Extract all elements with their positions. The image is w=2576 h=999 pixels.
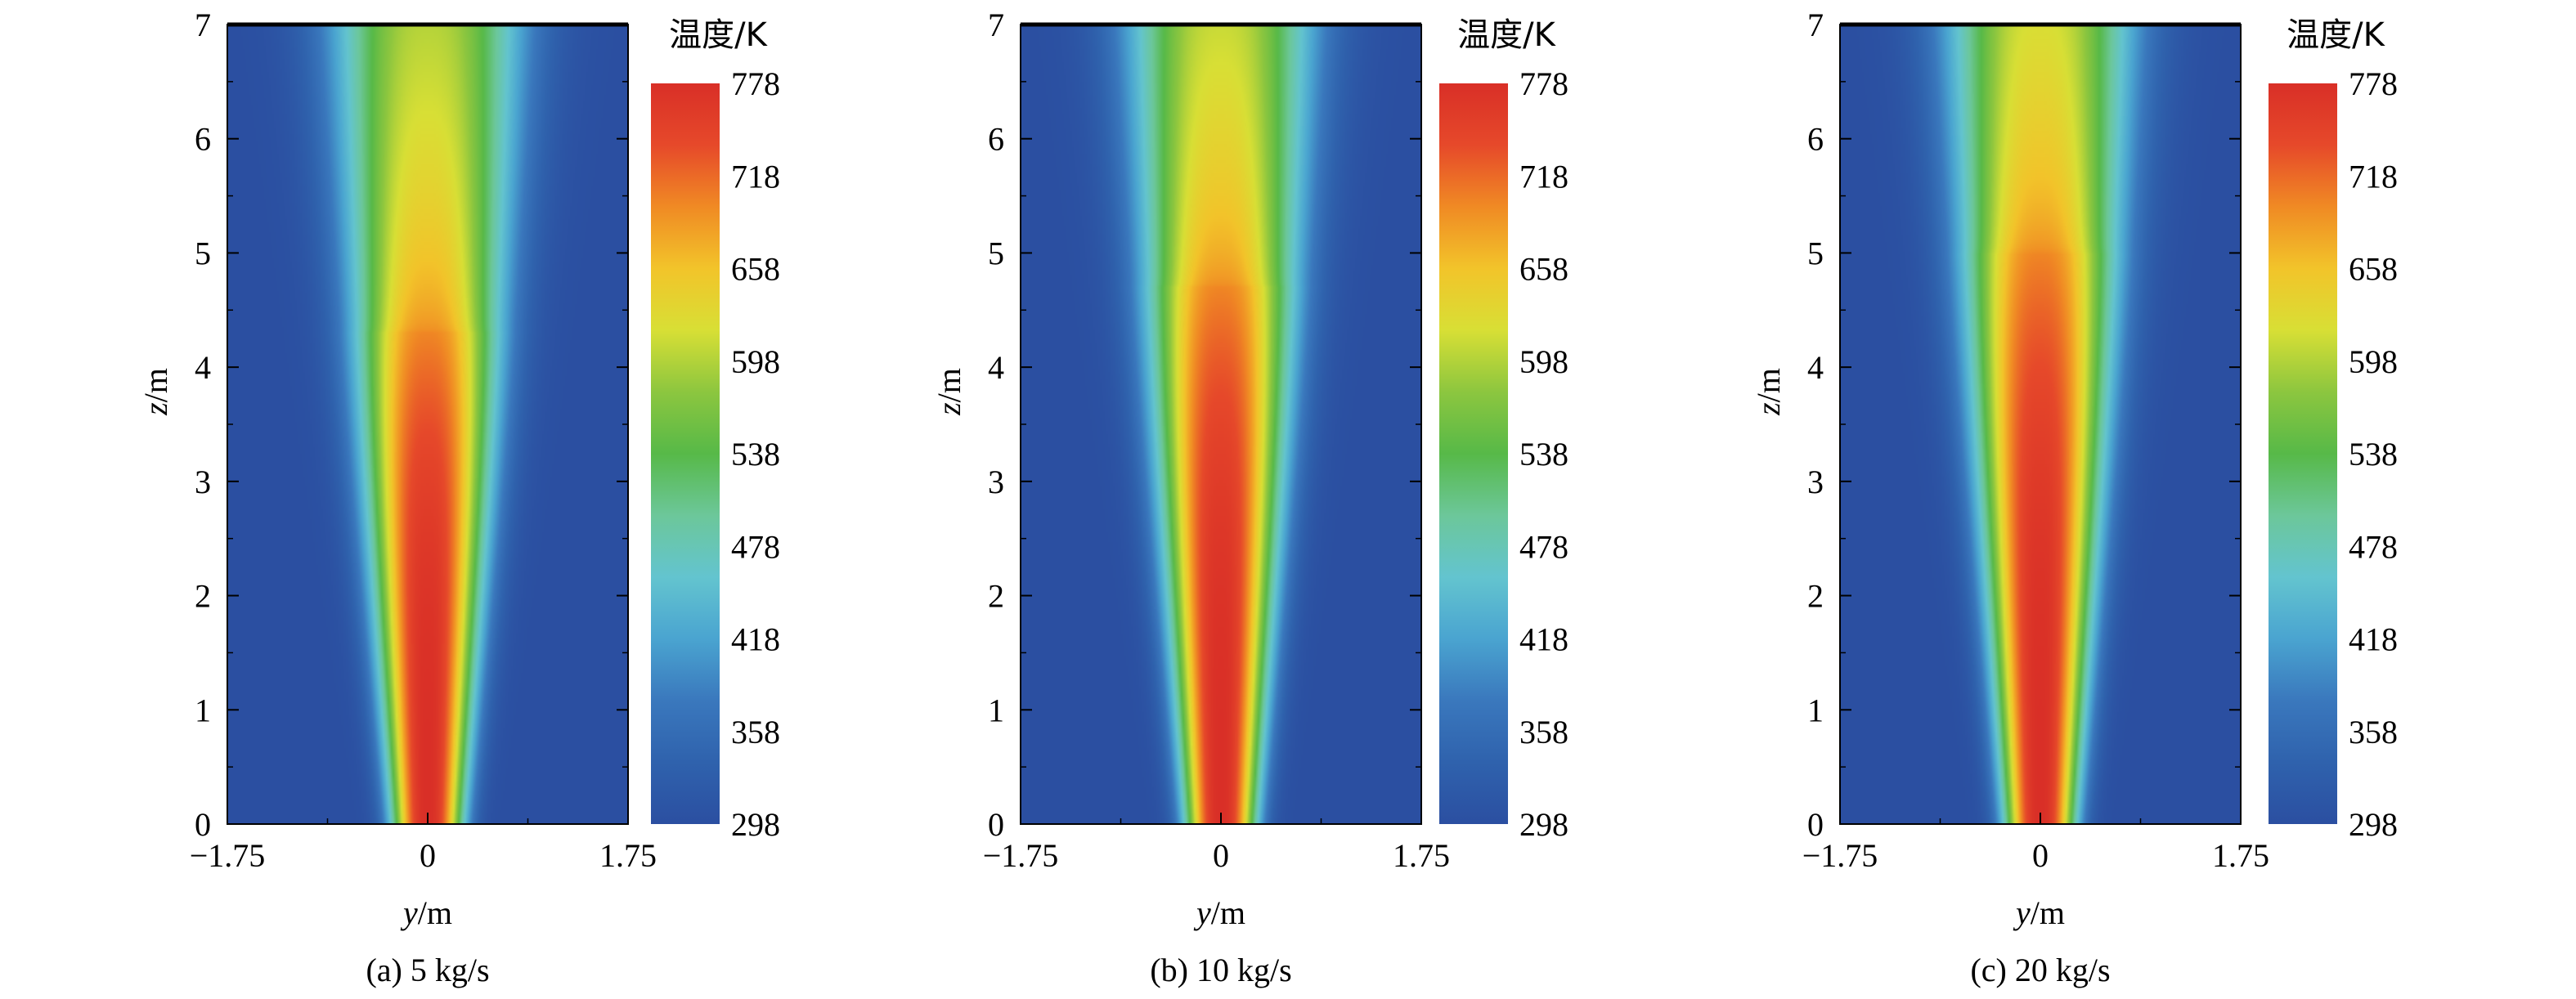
y-axis-label: z/m (137, 368, 174, 416)
colorbar-tick-label: 358 (731, 714, 780, 750)
colorbar-tick-label: 538 (1519, 436, 1568, 473)
y-axis-label: z/m (1750, 368, 1787, 416)
colorbar-tick-label: 718 (731, 158, 780, 195)
colorbar-tick-label: 358 (1519, 714, 1568, 750)
y-tick-label: 4 (988, 349, 1004, 386)
x-tick-label: 1.75 (599, 837, 657, 874)
colorbar-tick-label: 538 (2349, 436, 2398, 473)
panel-caption: (a) 5 kg/s (366, 952, 489, 988)
y-tick-label: 0 (1807, 806, 1824, 843)
colorbar (1439, 83, 1508, 824)
y-tick-label: 7 (988, 7, 1004, 43)
colorbar-tick-label: 298 (2349, 806, 2398, 843)
y-tick-label: 5 (195, 235, 211, 271)
colorbar-tick-label: 478 (731, 528, 780, 565)
temperature-field (1021, 25, 1421, 824)
y-tick-label: 2 (195, 578, 211, 615)
x-axis-label: y/m (400, 894, 452, 931)
x-tick-label: 0 (2032, 837, 2049, 874)
colorbar-tick-label: 778 (1519, 65, 1568, 102)
panel-caption: (b) 10 kg/s (1150, 952, 1291, 988)
colorbar-tick-label: 598 (731, 343, 780, 380)
colorbar (651, 83, 720, 824)
y-tick-label: 2 (1807, 578, 1824, 615)
temperature-field (1840, 25, 2241, 824)
x-tick-label: 1.75 (1393, 837, 1450, 874)
y-tick-label: 5 (988, 235, 1004, 271)
colorbar (2269, 83, 2337, 824)
temperature-field (227, 25, 628, 824)
y-tick-label: 6 (1807, 121, 1824, 158)
colorbar-tick-label: 658 (731, 251, 780, 288)
x-tick-label: −1.75 (190, 837, 266, 874)
colorbar-tick-label: 718 (1519, 158, 1568, 195)
y-tick-label: 3 (988, 464, 1004, 500)
y-tick-label: 4 (195, 349, 211, 386)
y-tick-label: 1 (1807, 692, 1824, 728)
colorbar-tick-label: 778 (731, 65, 780, 102)
y-tick-label: 6 (988, 121, 1004, 158)
y-tick-label: 1 (988, 692, 1004, 728)
x-tick-label: −1.75 (983, 837, 1059, 874)
colorbar-tick-label: 778 (2349, 65, 2398, 102)
colorbar-tick-label: 598 (2349, 343, 2398, 380)
colorbar-tick-label: 418 (2349, 621, 2398, 658)
y-tick-label: 7 (195, 7, 211, 43)
y-tick-label: 3 (1807, 464, 1824, 500)
colorbar-tick-label: 658 (2349, 251, 2398, 288)
y-tick-label: 1 (195, 692, 211, 728)
y-tick-label: 3 (195, 464, 211, 500)
y-tick-label: 0 (195, 806, 211, 843)
colorbar-tick-label: 298 (1519, 806, 1568, 843)
x-axis-label: y/m (2013, 894, 2065, 931)
y-tick-label: 6 (195, 121, 211, 158)
x-tick-label: 1.75 (2212, 837, 2269, 874)
x-tick-label: 0 (420, 837, 436, 874)
panel-caption: (c) 20 kg/s (1970, 952, 2110, 988)
colorbar-tick-label: 658 (1519, 251, 1568, 288)
colorbar-tick-label: 718 (2349, 158, 2398, 195)
colorbar-tick-label: 538 (731, 436, 780, 473)
colorbar-tick-label: 598 (1519, 343, 1568, 380)
y-tick-label: 2 (988, 578, 1004, 615)
colorbar-tick-label: 418 (1519, 621, 1568, 658)
y-tick-label: 4 (1807, 349, 1824, 386)
y-axis-label: z/m (931, 368, 967, 416)
colorbar-tick-label: 358 (2349, 714, 2398, 750)
x-tick-label: 0 (1213, 837, 1229, 874)
colorbar-title: 温度/K (669, 16, 768, 54)
colorbar-title: 温度/K (1457, 16, 1556, 54)
colorbar-tick-label: 478 (1519, 528, 1568, 565)
y-tick-label: 0 (988, 806, 1004, 843)
y-tick-label: 7 (1807, 7, 1824, 43)
colorbar-tick-label: 478 (2349, 528, 2398, 565)
y-tick-label: 5 (1807, 235, 1824, 271)
x-axis-label: y/m (1193, 894, 1245, 931)
colorbar-tick-label: 418 (731, 621, 780, 658)
x-tick-label: −1.75 (1802, 837, 1878, 874)
colorbar-tick-label: 298 (731, 806, 780, 843)
colorbar-title: 温度/K (2287, 16, 2385, 54)
